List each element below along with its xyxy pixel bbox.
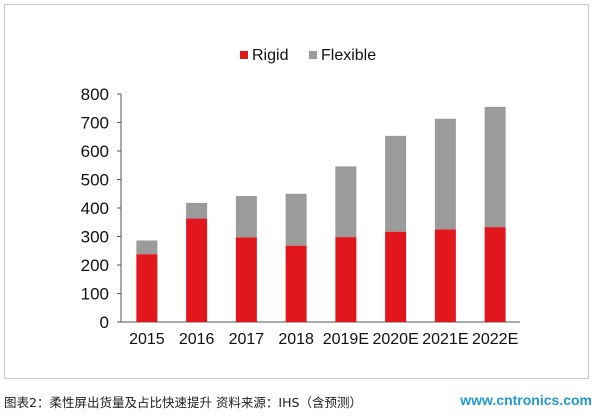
y-tick-label: 600 (81, 142, 109, 161)
legend-label-flexible: Flexible (321, 47, 376, 64)
bar-rigid (434, 229, 456, 322)
bar-rigid (385, 231, 407, 322)
y-tick-label: 300 (81, 228, 109, 247)
bar-flexible (434, 118, 456, 230)
bar-rigid (285, 245, 307, 322)
y-tick-label: 400 (81, 199, 109, 218)
bars (136, 106, 506, 322)
bar-flexible (186, 202, 208, 219)
figure-caption: 图表2：柔性屏出货量及占比快速提升 资料来源：IHS（含预测） (4, 395, 362, 410)
y-tick-label: 100 (81, 285, 109, 304)
bar-flexible (385, 135, 407, 232)
x-tick-label: 2022E (472, 331, 518, 348)
y-tick-label: 500 (81, 171, 109, 190)
y-axis: 0 100 200 300 400 500 600 700 800 (81, 85, 122, 332)
bar-flexible (136, 240, 158, 255)
y-tick-label: 200 (81, 256, 109, 275)
bar-rigid (235, 237, 257, 322)
x-tick-label: 2015 (129, 331, 165, 348)
watermark-link[interactable]: www.cntronics.com (460, 392, 592, 408)
stacked-bar-chart: Rigid Flexible 0100200300400500600700800 … (81, 47, 520, 348)
bar-flexible (335, 166, 357, 238)
bar-rigid (335, 237, 357, 322)
legend-swatch-rigid (240, 51, 248, 59)
legend-label-rigid: Rigid (252, 47, 288, 64)
y-tick-label: 0 (100, 313, 109, 332)
y-tick-label: 700 (81, 114, 109, 133)
bar-flexible (484, 106, 506, 228)
x-tick-label: 2021E (422, 331, 468, 348)
x-tick-label: 2020E (372, 331, 418, 348)
chart-frame (4, 4, 589, 379)
y-tick-label: 800 (81, 85, 109, 104)
legend-swatch-flexible (309, 51, 317, 59)
legend: Rigid Flexible (240, 47, 376, 64)
x-tick-label: 2016 (179, 331, 215, 348)
bar-flexible (285, 193, 307, 246)
bar-rigid (136, 254, 158, 322)
x-tick-label: 2019E (323, 331, 369, 348)
x-tick-label: 2017 (229, 331, 265, 348)
x-axis: 2015 2016 2017 2018 2019E 2020E 2021E 2022E (121, 321, 520, 348)
bar-rigid (484, 227, 506, 322)
bar-rigid (186, 218, 208, 322)
bar-flexible (235, 196, 257, 238)
x-tick-label: 2018 (278, 331, 314, 348)
